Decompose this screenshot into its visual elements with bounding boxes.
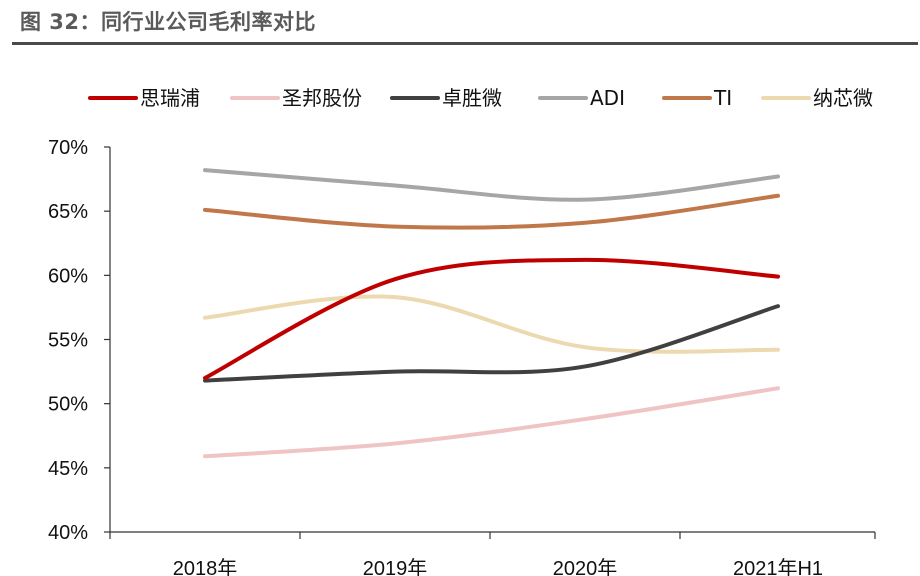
series-line-2 — [203, 386, 780, 459]
chart-axes: 40% 45% 50% 55% 60% 65% 70% 2018年 2019年 2020年 2021… — [48, 137, 876, 576]
legend-label: TI — [713, 86, 732, 110]
x-tick-label: 2021年H1 — [733, 557, 823, 576]
legend-label: 卓胜微 — [442, 86, 502, 110]
x-tick-label: 2018年 — [173, 557, 238, 576]
y-tick-label: 45% — [48, 458, 88, 480]
title-divider — [12, 42, 918, 45]
y-tick-label: 65% — [48, 201, 88, 223]
figure-header: 图 32：同行业公司毛利率对比 — [0, 0, 920, 48]
y-tick-label: 60% — [48, 265, 88, 287]
series-line-4 — [203, 168, 780, 202]
legend-label: ADI — [590, 86, 625, 110]
chart-series — [203, 168, 780, 459]
y-tick-label: 55% — [48, 330, 88, 352]
series-line-1 — [203, 257, 780, 380]
y-tick-label: 50% — [48, 394, 88, 416]
x-tick-label: 2020年 — [553, 557, 618, 576]
series-line-5 — [203, 193, 780, 230]
y-tick-label: 70% — [48, 137, 88, 159]
legend-label: 圣邦股份 — [282, 86, 362, 110]
x-tick-label: 2019年 — [363, 557, 428, 576]
y-tick-label: 40% — [48, 522, 88, 544]
series-line-3 — [203, 304, 780, 383]
legend-label: 纳芯微 — [813, 86, 873, 110]
figure-title: 图 32：同行业公司毛利率对比 — [20, 10, 317, 34]
chart-legend: 思瑞浦 圣邦股份 卓胜微 ADI TI 纳芯微 — [88, 86, 873, 110]
legend-label: 思瑞浦 — [140, 86, 200, 110]
series-line-6 — [203, 294, 780, 354]
